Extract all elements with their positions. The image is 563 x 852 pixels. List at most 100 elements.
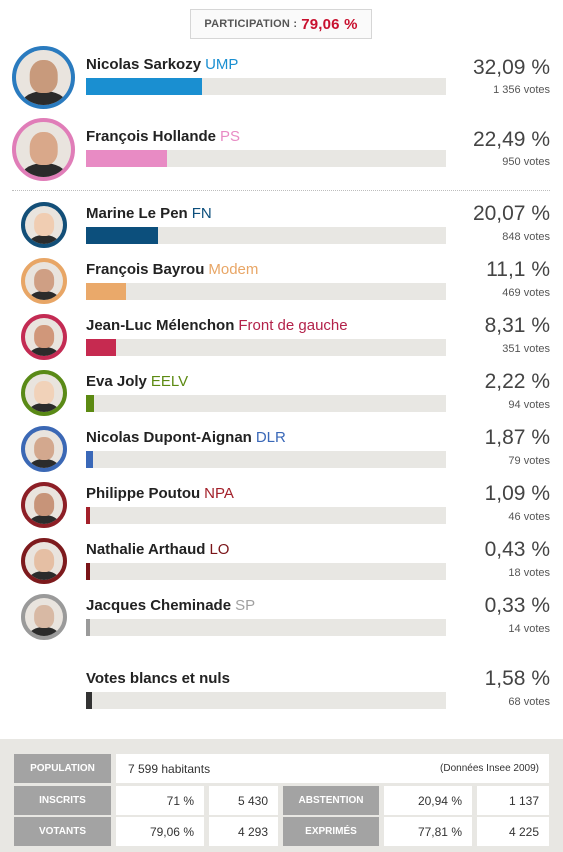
candidate-row-jacques-cheminade: Jacques Cheminade SP 0,33 % 14 votes [0, 594, 563, 642]
vote-count: 469 votes [502, 287, 550, 299]
party-label: UMP [205, 56, 239, 73]
candidate-row-nicolas-dupont-aignan: Nicolas Dupont-Aignan DLR 1,87 % 79 votes [0, 426, 563, 474]
result-bar [86, 619, 90, 636]
vote-percentage: 32,09 % [472, 56, 550, 79]
party-label: Front de gauche [238, 317, 348, 334]
divider [12, 190, 550, 191]
candidate-name: Marine Le Pen [86, 205, 188, 222]
vote-count: 950 votes [502, 156, 550, 168]
participation-value: 79,06 % [301, 15, 358, 33]
candidate-name-line: Jacques Cheminade SP [86, 597, 255, 614]
candidate-name-line: François Hollande PS [86, 128, 240, 145]
result-bar [86, 283, 126, 300]
candidate-photo [21, 370, 67, 416]
inscrits-pct: 71 % [116, 786, 204, 815]
vote-percentage: 2,22 % [484, 370, 550, 393]
votants-pct: 79,06 % [116, 817, 204, 846]
candidate-photo [21, 258, 67, 304]
result-bar-track [86, 150, 446, 167]
candidate-photo [21, 426, 67, 472]
candidate-photo [21, 594, 67, 640]
result-bar-track [86, 563, 446, 580]
candidate-row-votes-blancs-et-nuls: Votes blancs et nuls 1,58 % 68 votes [0, 667, 563, 715]
data-source: (Données Insee 2009) [440, 763, 539, 774]
candidate-photo [21, 482, 67, 528]
candidate-photo [21, 202, 67, 248]
vote-percentage: 11,1 % [486, 258, 550, 281]
candidate-row-eva-joly: Eva Joly EELV 2,22 % 94 votes [0, 370, 563, 418]
vote-count: 848 votes [502, 231, 550, 243]
result-bar [86, 692, 92, 709]
candidate-name-line: Nicolas Dupont-Aignan DLR [86, 429, 286, 446]
exprimes-label: EXPRIMÉS [283, 817, 379, 846]
candidate-name: Jean-Luc Mélenchon [86, 317, 235, 334]
result-bar-track [86, 78, 446, 95]
vote-percentage: 20,07 % [472, 202, 550, 225]
candidate-name-line: Eva Joly EELV [86, 373, 188, 390]
abstention-count: 1 137 [477, 786, 549, 815]
candidate-name: François Bayrou [86, 261, 205, 278]
candidate-name: Jacques Cheminade [86, 597, 232, 614]
population-value: 7 599 habitants [128, 761, 211, 776]
vote-percentage: 1,58 % [484, 667, 550, 690]
party-label: FN [191, 205, 212, 222]
candidate-name-line: Nicolas Sarkozy UMP [86, 56, 238, 73]
candidate-name-line: François Bayrou Modem [86, 261, 258, 278]
result-bar-track [86, 507, 446, 524]
candidate-name-line: Jean-Luc Mélenchon Front de gauche [86, 317, 348, 334]
result-bar [86, 78, 202, 95]
vote-count: 351 votes [502, 343, 550, 355]
result-bar-track [86, 451, 446, 468]
vote-percentage: 0,43 % [484, 538, 550, 561]
exprimes-count: 4 225 [477, 817, 549, 846]
candidate-name: François Hollande [86, 128, 217, 145]
candidate-photo [12, 46, 75, 109]
result-bar [86, 395, 94, 412]
party-label: PS [220, 128, 241, 145]
candidate-name: Votes blancs et nuls [86, 670, 230, 687]
candidate-row-nathalie-arthaud: Nathalie Arthaud LO 0,43 % 18 votes [0, 538, 563, 586]
abstention-label: ABSTENTION [283, 786, 379, 815]
vote-count: 79 votes [508, 455, 550, 467]
candidate-name: Nicolas Sarkozy [86, 56, 202, 73]
vote-percentage: 1,09 % [484, 482, 550, 505]
candidate-row-marine-le-pen: Marine Le Pen FN 20,07 % 848 votes [0, 202, 563, 250]
result-bar-track [86, 283, 446, 300]
abstention-pct: 20,94 % [384, 786, 472, 815]
vote-count: 46 votes [508, 511, 550, 523]
party-label: DLR [255, 429, 286, 446]
inscrits-count: 5 430 [209, 786, 278, 815]
candidate-name: Nathalie Arthaud [86, 541, 206, 558]
party-label: EELV [150, 373, 189, 390]
result-bar-track [86, 395, 446, 412]
party-label: NPA [204, 485, 234, 502]
votants-count: 4 293 [209, 817, 278, 846]
party-label: SP [235, 597, 256, 614]
population-row: 7 599 habitants (Données Insee 2009) [116, 754, 549, 783]
candidate-name-line: Marine Le Pen FN [86, 205, 212, 222]
votants-label: VOTANTS [14, 817, 111, 846]
candidate-row-jean-luc-melenchon: Jean-Luc Mélenchon Front de gauche 8,31 % 3… [0, 314, 563, 362]
candidate-name-line: Philippe Poutou NPA [86, 485, 234, 502]
candidate-name-line: Nathalie Arthaud LO [86, 541, 229, 558]
candidate-name: Eva Joly [86, 373, 147, 390]
result-bar-track [86, 227, 446, 244]
inscrits-label: INSCRITS [14, 786, 111, 815]
population-label: POPULATION [14, 754, 111, 783]
candidate-name: Nicolas Dupont-Aignan [86, 429, 252, 446]
vote-count: 68 votes [508, 696, 550, 708]
candidate-photo [21, 314, 67, 360]
vote-percentage: 0,33 % [484, 594, 550, 617]
result-bar [86, 150, 167, 167]
participation-box: PARTICIPATION : 79,06 % [190, 9, 372, 39]
result-bar [86, 563, 90, 580]
candidate-name: Philippe Poutou [86, 485, 201, 502]
result-bar [86, 451, 93, 468]
result-bar-track [86, 692, 446, 709]
participation-label: PARTICIPATION : [204, 18, 298, 30]
result-bar [86, 227, 158, 244]
vote-count: 94 votes [508, 399, 550, 411]
candidate-name-line: Votes blancs et nuls [86, 670, 230, 687]
vote-percentage: 1,87 % [484, 426, 550, 449]
vote-percentage: 8,31 % [484, 314, 550, 337]
